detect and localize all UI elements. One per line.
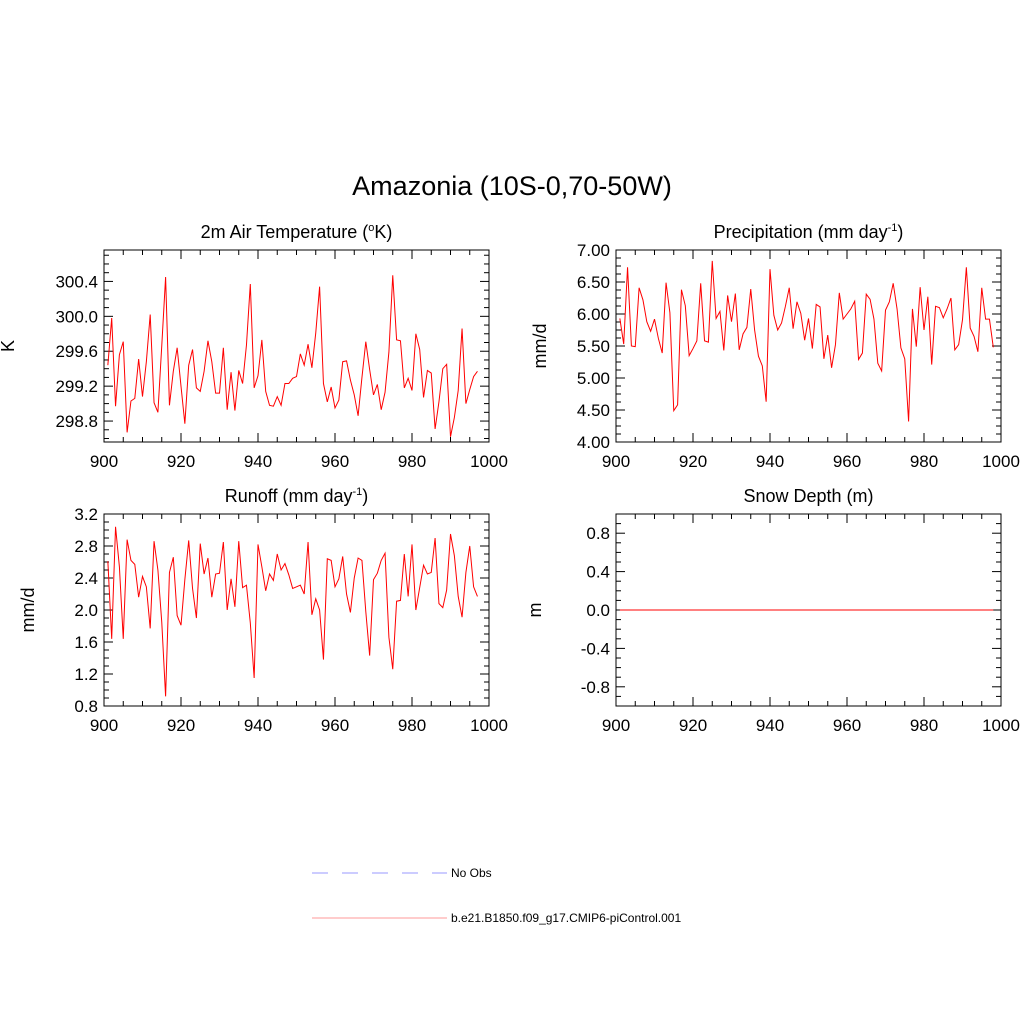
series-line: [619, 260, 994, 422]
y-axis-label: m: [525, 603, 545, 618]
series-line: [107, 526, 478, 697]
y-tick-label: 0.8: [74, 697, 98, 716]
y-tick-label: 0.8: [586, 524, 610, 543]
panel-title-superscript: o: [368, 222, 374, 234]
y-tick-label: 4.50: [577, 401, 610, 420]
y-tick-label: 0.0: [586, 601, 610, 620]
legend-entry: b.e21.B1850.f09_g17.CMIP6-piControl.001: [312, 911, 681, 925]
panel-title-main: Snow Depth (m): [743, 486, 873, 506]
y-tick-label: 1.2: [74, 665, 98, 684]
panel-title-main: Runoff (mm day: [225, 486, 353, 506]
x-tick-label: 1000: [982, 452, 1020, 471]
x-tick-label: 920: [167, 716, 195, 735]
y-tick-label: 5.50: [577, 337, 610, 356]
y-tick-label: -0.4: [581, 639, 610, 658]
x-tick-label: 980: [910, 452, 938, 471]
y-tick-label: 298.8: [55, 412, 98, 431]
x-tick-label: 980: [398, 452, 426, 471]
y-tick-label: 299.2: [55, 377, 98, 396]
y-tick-label: 2.0: [74, 601, 98, 620]
legend-entry: No Obs: [312, 866, 492, 880]
y-tick-label: 2.8: [74, 537, 98, 556]
y-tick-label: 6.50: [577, 273, 610, 292]
y-tick-label: 3.2: [74, 505, 98, 524]
x-tick-label: 940: [756, 452, 784, 471]
x-tick-label: 900: [602, 716, 630, 735]
panel-snow: Snow Depth (m) 900 920 940 960 980 1000 -0.8 -0.…: [525, 486, 1020, 735]
panel-title-snow: Snow Depth (m): [743, 486, 873, 506]
panels: 2m Air Temperature (oK)900 920 940 960 980 10…: [0, 222, 1020, 735]
y-axis-label: K: [0, 340, 18, 352]
x-tick-label: 900: [90, 716, 118, 735]
panel-precip: Precipitation (mm day-1) 900 920 940 960 980 1…: [530, 222, 1020, 471]
series-line: [107, 275, 478, 437]
x-tick-label: 960: [321, 716, 349, 735]
x-tick-label: 980: [398, 716, 426, 735]
x-tick-label: 940: [244, 716, 272, 735]
x-tick-label: 960: [321, 452, 349, 471]
y-axis-label: mm/d: [18, 588, 38, 633]
panel-title-temp: 2m Air Temperature (oK): [201, 222, 393, 242]
y-tick-label: 6.00: [577, 305, 610, 324]
y-tick-label: 4.00: [577, 433, 610, 452]
x-tick-label: 940: [244, 452, 272, 471]
x-tick-label: 940: [756, 716, 784, 735]
y-tick-label: 299.6: [55, 342, 98, 361]
panel-title-precip: Precipitation (mm day-1): [714, 222, 904, 242]
panel-title-superscript: -1: [888, 222, 898, 234]
panel-title-main: 2m Air Temperature (: [201, 222, 369, 242]
plot-frame: [615, 249, 1002, 443]
plot-frame: [103, 513, 490, 707]
x-tick-label: 900: [602, 452, 630, 471]
x-tick-label: 980: [910, 716, 938, 735]
y-tick-label: 0.4: [586, 563, 610, 582]
legend: No Obs b.e21.B1850.f09_g17.CMIP6-piContro…: [312, 866, 681, 925]
panel-title-tail: ): [362, 486, 368, 506]
x-tick-label: 900: [90, 452, 118, 471]
panel-title-runoff: Runoff (mm day-1): [225, 486, 369, 506]
panel-runoff: Runoff (mm day-1) 900 920 940 960 980 1000 0.8 1…: [18, 486, 508, 735]
y-tick-label: -0.8: [581, 678, 610, 697]
legend-label: b.e21.B1850.f09_g17.CMIP6-piControl.001: [451, 911, 681, 925]
y-tick-label: 300.0: [55, 307, 98, 326]
y-tick-label: 1.6: [74, 633, 98, 652]
x-tick-label: 1000: [470, 452, 508, 471]
x-tick-label: 960: [833, 716, 861, 735]
figure-title: Amazonia (10S-0,70-50W): [352, 171, 672, 201]
x-tick-label: 920: [679, 716, 707, 735]
y-tick-label: 5.00: [577, 369, 610, 388]
x-tick-label: 920: [679, 452, 707, 471]
panel-title-tail: K): [374, 222, 392, 242]
x-tick-label: 1000: [982, 716, 1020, 735]
panel-title-tail: ): [897, 222, 903, 242]
x-tick-label: 920: [167, 452, 195, 471]
panel-temp: 2m Air Temperature (oK) 900 920 940 960 980 10…: [0, 222, 508, 471]
panel-title-main: Precipitation (mm day: [714, 222, 888, 242]
y-tick-label: 7.00: [577, 241, 610, 260]
legend-label: No Obs: [451, 866, 492, 880]
x-tick-label: 1000: [470, 716, 508, 735]
y-tick-label: 2.4: [74, 569, 98, 588]
y-tick-label: 300.4: [55, 272, 98, 291]
y-axis-label: mm/d: [530, 324, 550, 369]
panel-title-superscript: -1: [352, 486, 362, 498]
x-tick-label: 960: [833, 452, 861, 471]
